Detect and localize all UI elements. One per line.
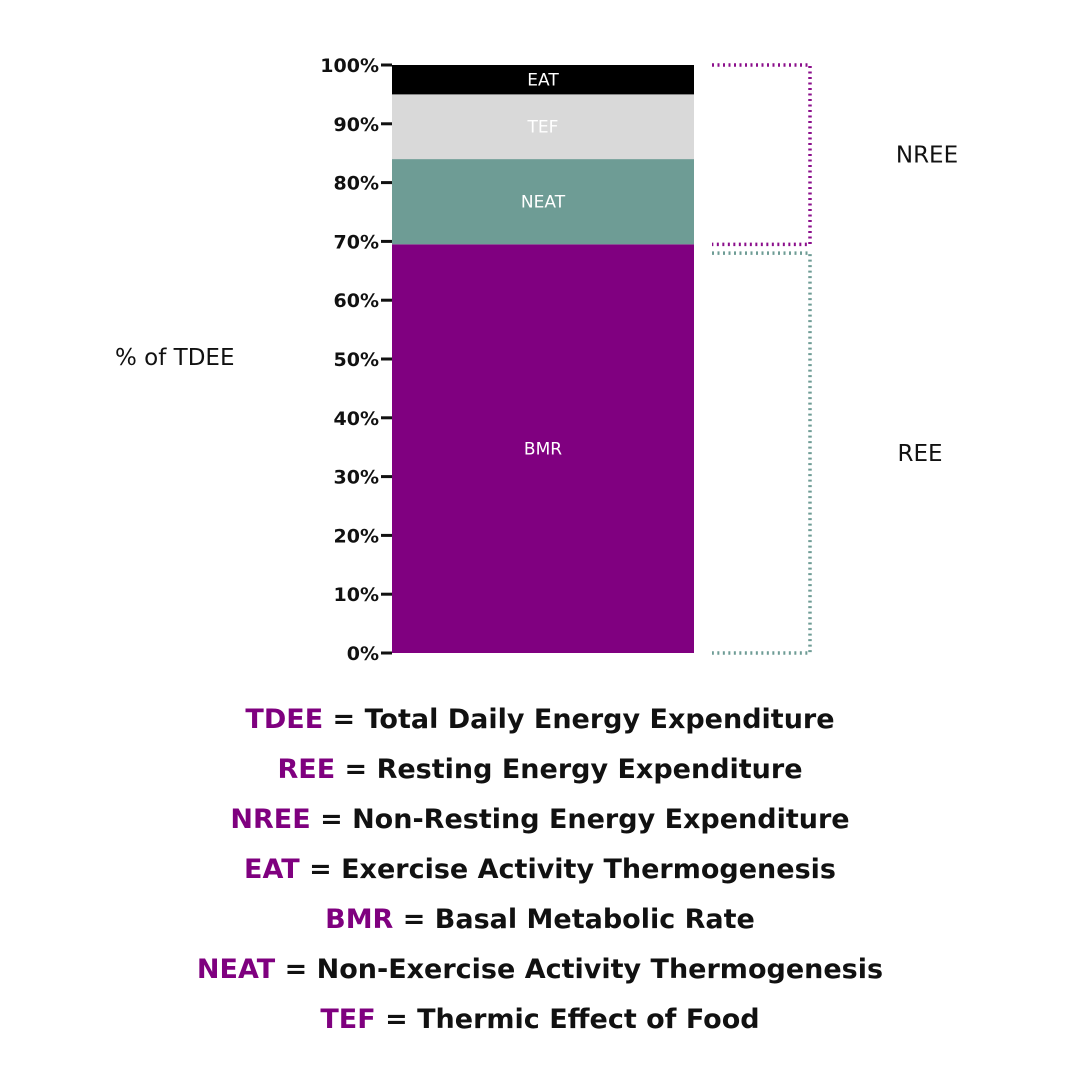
segment-label-bmr: BMR	[524, 440, 562, 460]
segment-label-tef: TEF	[527, 118, 559, 138]
legend-definition: = Non-Resting Energy Expenditure	[320, 804, 850, 835]
y-tick-label: 50%	[334, 349, 379, 371]
legend-definition: = Exercise Activity Thermogenesis	[309, 854, 836, 885]
segment-labels: BMR NEAT TEF EAT	[521, 71, 566, 460]
legend-item-eat: EAT = Exercise Activity Thermogenesis	[0, 850, 1080, 900]
legend-item-ree: REE = Resting Energy Expenditure	[0, 750, 1080, 800]
legend-abbr: NREE	[230, 804, 311, 835]
legend-definition: = Thermic Effect of Food	[385, 1004, 760, 1035]
segment-label-neat: NEAT	[521, 193, 566, 213]
y-tick-label: 70%	[334, 231, 379, 253]
bar-segments	[392, 65, 694, 653]
legend-abbr: BMR	[325, 904, 394, 935]
bracket-ree	[712, 251, 812, 655]
legend-definition: = Total Daily Energy Expenditure	[332, 704, 835, 735]
legend-abbr: EAT	[244, 854, 300, 885]
bar-segment-bmr	[392, 244, 694, 653]
group-brackets: NREE REE	[712, 63, 958, 655]
bar-segment-neat	[392, 159, 694, 245]
y-tick-label: 60%	[334, 290, 379, 312]
bar-segment-tef	[392, 94, 694, 160]
stacked-bar-chart: BMR NEAT TEF EAT 0% 10% 20% 30% 40% 50% 60% 70% 80%…	[115, 55, 958, 665]
y-tick-label: 20%	[334, 525, 379, 547]
bracket-label-nree: NREE	[896, 143, 958, 169]
bar-segment-eat	[392, 65, 694, 95]
y-tick-label: 10%	[334, 584, 379, 606]
y-axis-title: % of TDEE	[115, 345, 234, 371]
legend-definition: = Basal Metabolic Rate	[402, 904, 755, 935]
y-axis: 0% 10% 20% 30% 40% 50% 60% 70% 80% 90% 100%	[320, 55, 392, 665]
legend-abbr: NEAT	[196, 954, 276, 985]
y-tick-label: 100%	[320, 55, 379, 77]
y-tick-label: 0%	[347, 643, 379, 665]
legend-item-tef: TEF = Thermic Effect of Food	[0, 1000, 1080, 1050]
legend-item-tdee: TDEE = Total Daily Energy Expenditure	[0, 700, 1080, 750]
legend-item-bmr: BMR = Basal Metabolic Rate	[0, 900, 1080, 950]
y-tick-label: 90%	[334, 114, 379, 136]
legend-abbr: TDEE	[245, 704, 324, 735]
legend-definition: = Resting Energy Expenditure	[344, 754, 803, 785]
abbreviation-legend: TDEE = Total Daily Energy Expenditure RE…	[0, 700, 1080, 1050]
legend-definition: = Non-Exercise Activity Thermogenesis	[284, 954, 884, 985]
y-tick-label: 40%	[334, 408, 379, 430]
legend-abbr: TEF	[320, 1004, 376, 1035]
bracket-label-ree: REE	[897, 441, 942, 467]
legend-item-neat: NEAT = Non-Exercise Activity Thermogenes…	[0, 950, 1080, 1000]
y-tick-label: 80%	[334, 173, 379, 195]
legend-abbr: REE	[277, 754, 336, 785]
legend-item-nree: NREE = Non-Resting Energy Expenditure	[0, 800, 1080, 850]
bracket-nree	[712, 63, 812, 247]
segment-label-eat: EAT	[527, 71, 559, 91]
y-tick-label: 30%	[334, 467, 379, 489]
